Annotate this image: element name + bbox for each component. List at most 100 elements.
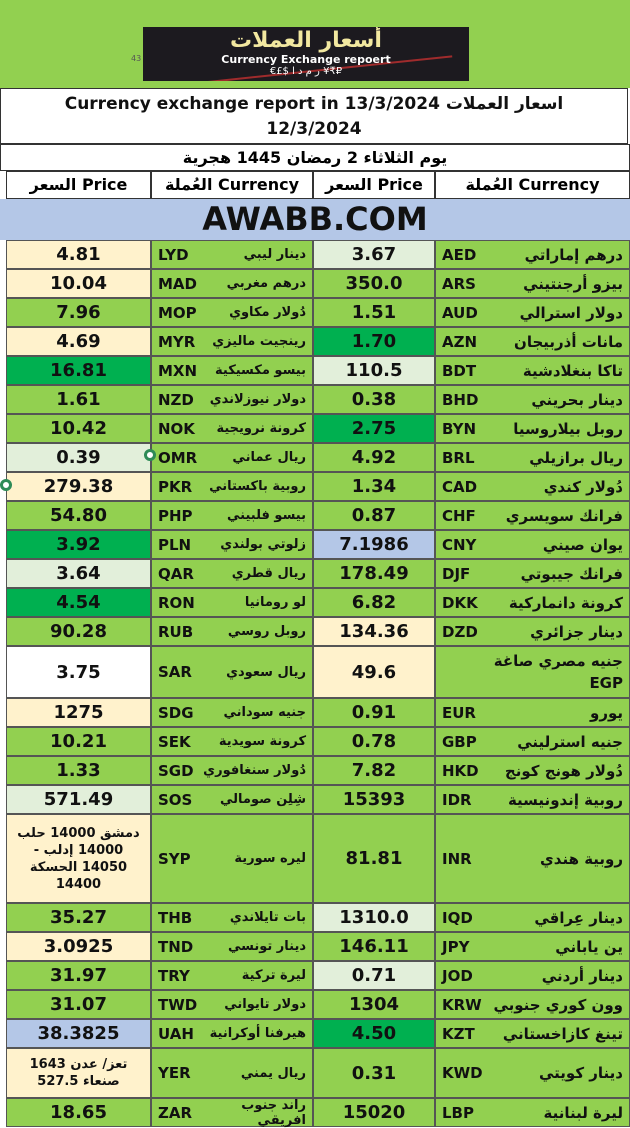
currency-left-cell: RUB روبل روسي <box>151 617 313 646</box>
currency-arabic-name: كرونة دانماركية <box>508 593 623 612</box>
currency-arabic-name: كرونة سويدية <box>218 734 306 749</box>
currency-code: CAD <box>442 477 478 496</box>
currency-code: MAD <box>158 274 197 293</box>
currency-right-cell: KZT تينغ كازاخستاني <box>435 1019 630 1048</box>
price-right-cell: 0.91 <box>313 698 435 727</box>
table-row: 1275 SDG جنيه سوداني 0.91 EUR يورو <box>0 698 630 727</box>
selection-handle-right[interactable] <box>144 449 156 461</box>
currency-arabic-name: وون كوري جنوبي <box>493 995 623 1014</box>
side-number: 43 <box>131 54 142 63</box>
currency-right-cell: CHF فرانك سويسري <box>435 501 630 530</box>
currency-left-cell: MAD درهم مغربي <box>151 269 313 298</box>
currency-code: DJF <box>442 564 471 583</box>
currency-arabic-name: ريال برازيلي <box>529 448 623 467</box>
currency-right-cell: BDT تاكا بنغلادشية <box>435 356 630 385</box>
currency-right-cell: DZD دينار جزائري <box>435 617 630 646</box>
currency-right-cell: CAD دُولار كندي <box>435 472 630 501</box>
currency-left-cell: NOK كرونة نرويجية <box>151 414 313 443</box>
price-right-cell: 4.92 <box>313 443 435 472</box>
table-row: 7.96 MOP دُولار مكاوي 1.51 AUD دولار استرالي <box>0 298 630 327</box>
currency-code: SGD <box>158 761 194 780</box>
price-left-cell: 4.81 <box>6 240 151 269</box>
price-left-cell: 571.49 <box>6 785 151 814</box>
currency-arabic-name: دولار نيوزلاندي <box>209 392 306 407</box>
currency-arabic-name: هيرفنا أوكرانية <box>209 1026 306 1041</box>
currency-code: JPY <box>442 937 470 956</box>
currency-left-cell: MOP دُولار مكاوي <box>151 298 313 327</box>
currency-right-cell: DJF فرانك جيبوتي <box>435 559 630 588</box>
price-left-cell: 31.97 <box>6 961 151 990</box>
table-row: 1.61 NZD دولار نيوزلاندي 0.38 BHD دينار بحرين… <box>0 385 630 414</box>
table-row: 4.81 LYD دينار ليبي 3.67 AED درهم إماراتي <box>0 240 630 269</box>
currency-left-cell: RON لو رومانيا <box>151 588 313 617</box>
currency-arabic-name: يورو <box>590 703 623 722</box>
price-right-cell: 15020 <box>313 1098 435 1127</box>
price-left-cell: 10.42 <box>6 414 151 443</box>
currency-arabic-name: فرانك جيبوتي <box>520 564 623 583</box>
currency-left-cell: SEK كرونة سويدية <box>151 727 313 756</box>
currency-code: AED <box>442 245 477 264</box>
price-right-cell: 178.49 <box>313 559 435 588</box>
currency-arabic-name: دُولار سنغافوري <box>203 763 306 778</box>
currency-code: THB <box>158 908 193 927</box>
currency-arabic-name: دُولار كندي <box>543 477 623 496</box>
price-right-cell: 3.67 <box>313 240 435 269</box>
price-right-cell: 15393 <box>313 785 435 814</box>
price-right-cell: 4.50 <box>313 1019 435 1048</box>
currency-code: CHF <box>442 506 476 525</box>
currency-code: BRL <box>442 448 475 467</box>
currency-arabic-name: روبية هندي <box>540 849 623 868</box>
currency-arabic-name: جنيه استرليني <box>517 732 623 751</box>
logo-title: أسعار العملات <box>230 28 382 53</box>
currency-code: TWD <box>158 995 198 1014</box>
currency-arabic-name: جنيه مصري صاغة <box>493 652 623 670</box>
currency-left-cell: TRY ليرة تركية <box>151 961 313 990</box>
currency-code: PHP <box>158 506 193 525</box>
currency-code: ARS <box>442 274 476 293</box>
price-right-cell: 0.78 <box>313 727 435 756</box>
currency-arabic-name: كرونة نرويجية <box>216 421 306 436</box>
currency-arabic-name: درهم إماراتي <box>524 245 623 264</box>
price-left-cell: 1.61 <box>6 385 151 414</box>
price-left-cell: 4.69 <box>6 327 151 356</box>
currency-arabic-name: روبية إندونيسية <box>507 790 623 809</box>
currency-right-cell: جنيه مصري صاغة EGP <box>435 646 630 698</box>
currency-arabic-name: دينار تونسي <box>227 939 306 954</box>
price-left-cell: 18.65 <box>6 1098 151 1127</box>
currency-arabic-name: درهم مغربي <box>226 276 306 291</box>
selection-handle-left[interactable] <box>0 479 12 491</box>
currency-right-cell: BHD دينار بحريني <box>435 385 630 414</box>
currency-right-cell: DKK كرونة دانماركية <box>435 588 630 617</box>
currency-arabic-name: ريال قطري <box>231 566 306 581</box>
currency-arabic-name: روبل بيلاروسيا <box>513 419 623 438</box>
currency-right-cell: AUD دولار استرالي <box>435 298 630 327</box>
price-left-cell: 90.28 <box>6 617 151 646</box>
currency-left-cell: ZAR راند جنوب افريقي <box>151 1097 313 1128</box>
currency-arabic-name: راند جنوب افريقي <box>241 1097 306 1128</box>
price-right-cell: 0.87 <box>313 501 435 530</box>
currency-code: KWD <box>442 1064 483 1082</box>
currency-arabic-name: مانات أذربيجان <box>514 332 623 351</box>
currency-code: PKR <box>158 477 193 496</box>
currency-arabic-name: ليره سورية <box>234 851 306 866</box>
currency-arabic-name: دُولار مكاوي <box>229 305 306 320</box>
currency-left-cell: SOS شِلِن صومالي <box>151 785 313 814</box>
table-row: 10.21 SEK كرونة سويدية 0.78 GBP جنيه استرليني <box>0 727 630 756</box>
currency-left-cell: PLN زلوتي بولندي <box>151 530 313 559</box>
col-header-price-right: السعر Price <box>313 171 435 199</box>
currency-arabic-name: دينار بحريني <box>531 390 623 409</box>
currency-right-cell: KWD دينار كويتي <box>435 1048 630 1098</box>
currency-code: BYN <box>442 419 477 438</box>
currency-arabic-name: بات تايلاندي <box>229 910 306 925</box>
currency-left-cell: YER ريال يمني <box>151 1048 313 1098</box>
price-right-cell: 110.5 <box>313 356 435 385</box>
currency-arabic-name: شِلِن صومالي <box>220 792 306 807</box>
currency-code: NOK <box>158 419 195 438</box>
currency-left-cell: OMR ريال عماني <box>151 443 313 472</box>
currency-arabic-name: تاكا بنغلادشية <box>522 361 623 380</box>
currency-arabic-name: روبل روسي <box>227 624 306 639</box>
currency-code: MYR <box>158 332 196 351</box>
price-left-cell: 35.27 <box>6 903 151 932</box>
price-left-cell: تعز/ عدن 1643 صنعاء 527.5 <box>6 1048 151 1098</box>
report-title-line2: 12/3/2024 <box>266 119 362 139</box>
